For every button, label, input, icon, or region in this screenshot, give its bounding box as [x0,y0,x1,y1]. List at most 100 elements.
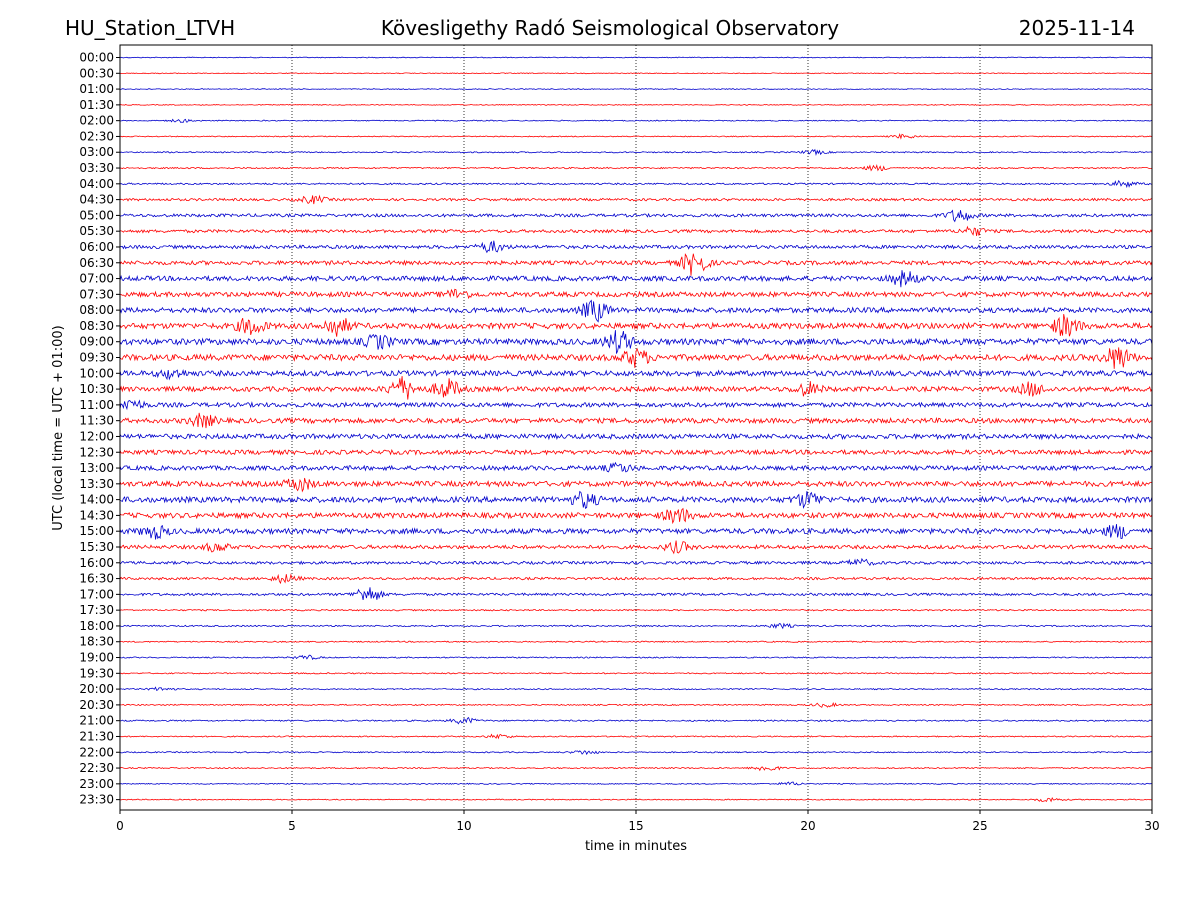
trace-1300 [119,461,1153,473]
y-tick-label: 20:00 [79,682,114,696]
y-tick-label: 23:30 [79,793,114,807]
x-tick-label: 30 [1144,819,1159,833]
station-name: HU_Station_LTVH [65,16,235,40]
y-tick-label: 13:00 [79,461,114,475]
trace-2200 [119,750,1153,756]
y-tick-label: 11:00 [79,398,114,412]
trace-0100 [120,88,1153,90]
y-tick-label: 10:30 [79,382,114,396]
trace-2030 [120,701,1153,708]
trace-0000 [119,56,1153,59]
y-tick-label: 05:00 [79,208,114,222]
x-tick-label: 20 [800,819,815,833]
trace-0200 [119,118,1153,124]
trace-0800 [119,299,1153,323]
trace-0430 [119,194,1153,205]
trace-0230 [120,132,1153,140]
trace-1900 [119,654,1153,661]
trace-2130 [119,733,1152,740]
y-tick-label: 16:30 [79,572,114,586]
y-tick-label: 06:00 [79,240,114,254]
y-tick-label: 14:30 [79,508,114,522]
y-tick-label: 15:30 [79,540,114,554]
y-tick-label: 04:00 [79,177,114,191]
trace-1930 [119,672,1152,675]
trace-1500 [119,524,1153,540]
seismic-traces [119,56,1153,803]
trace-2300 [119,781,1153,786]
trace-1730 [119,608,1153,612]
y-tick-label: 20:30 [79,698,114,712]
trace-2330 [119,796,1153,803]
y-tick-label: 10:00 [79,366,114,380]
x-tick-label: 10 [456,819,471,833]
y-tick-label: 15:00 [79,524,114,538]
y-tick-label: 19:00 [79,651,114,665]
trace-0030 [119,72,1153,75]
trace-1630 [119,573,1153,585]
trace-0400 [119,179,1153,189]
plot-frame [119,44,1153,811]
trace-0630 [119,253,1153,276]
x-axis-label: time in minutes [585,839,687,854]
y-tick-label: 09:00 [79,335,114,349]
trace-1800 [119,622,1153,630]
vertical-gridlines [291,45,981,810]
trace-0500 [119,209,1153,223]
trace-0930 [119,347,1153,369]
trace-0330 [119,163,1153,172]
trace-2000 [119,686,1153,691]
chart-date: 2025-11-14 [1019,16,1135,40]
trace-1430 [119,507,1153,525]
chart-title: Kövesligethy Radó Seismological Observat… [381,16,839,40]
y-tick-label: 04:30 [79,193,114,207]
trace-1030 [119,376,1153,400]
trace-1400 [119,490,1153,509]
y-tick-label: 09:30 [79,351,114,365]
trace-2230 [119,766,1153,772]
y-tick-label: 17:30 [79,603,114,617]
trace-1330 [119,477,1153,493]
trace-0600 [119,240,1153,254]
y-tick-label: 07:00 [79,272,114,286]
trace-0730 [119,288,1153,300]
y-tick-label: 03:00 [79,145,114,159]
y-tick-label: 12:00 [79,429,114,443]
y-tick-label: 23:00 [79,777,114,791]
x-tick-label: 25 [972,819,987,833]
y-tick-label: 01:00 [79,82,114,96]
trace-0700 [119,270,1153,288]
trace-1600 [119,557,1153,567]
trace-0900 [119,330,1153,354]
y-tick-label: 00:00 [79,51,114,65]
y-tick-label: 18:00 [79,619,114,633]
y-tick-label: 16:00 [79,556,114,570]
y-tick-label: 01:30 [79,98,114,112]
trace-1200 [119,432,1153,441]
x-tick-label: 0 [116,819,124,833]
y-tick-label: 22:30 [79,761,114,775]
x-axis-ticks: 0 5 10 15 20 25 30 [116,810,1160,833]
y-tick-label: 22:00 [79,745,114,759]
trace-1100 [119,399,1153,411]
trace-0830 [119,314,1153,337]
trace-0530 [119,225,1153,236]
x-tick-label: 15 [628,819,643,833]
y-tick-label: 08:00 [79,303,114,317]
y-tick-label: 13:30 [79,477,114,491]
y-tick-label: 03:30 [79,161,114,175]
y-tick-label: 21:00 [79,714,114,728]
y-tick-label: 06:30 [79,256,114,270]
y-tick-label: 00:30 [79,66,114,80]
y-tick-label: 17:00 [79,587,114,601]
trace-1230 [119,448,1153,456]
trace-1530 [119,540,1153,555]
x-tick-label: 5 [288,819,296,833]
y-tick-label: 02:00 [79,114,114,128]
y-tick-label: 18:30 [79,635,114,649]
y-tick-label: 08:30 [79,319,114,333]
y-tick-label: 19:30 [79,666,114,680]
trace-1700 [119,587,1153,600]
